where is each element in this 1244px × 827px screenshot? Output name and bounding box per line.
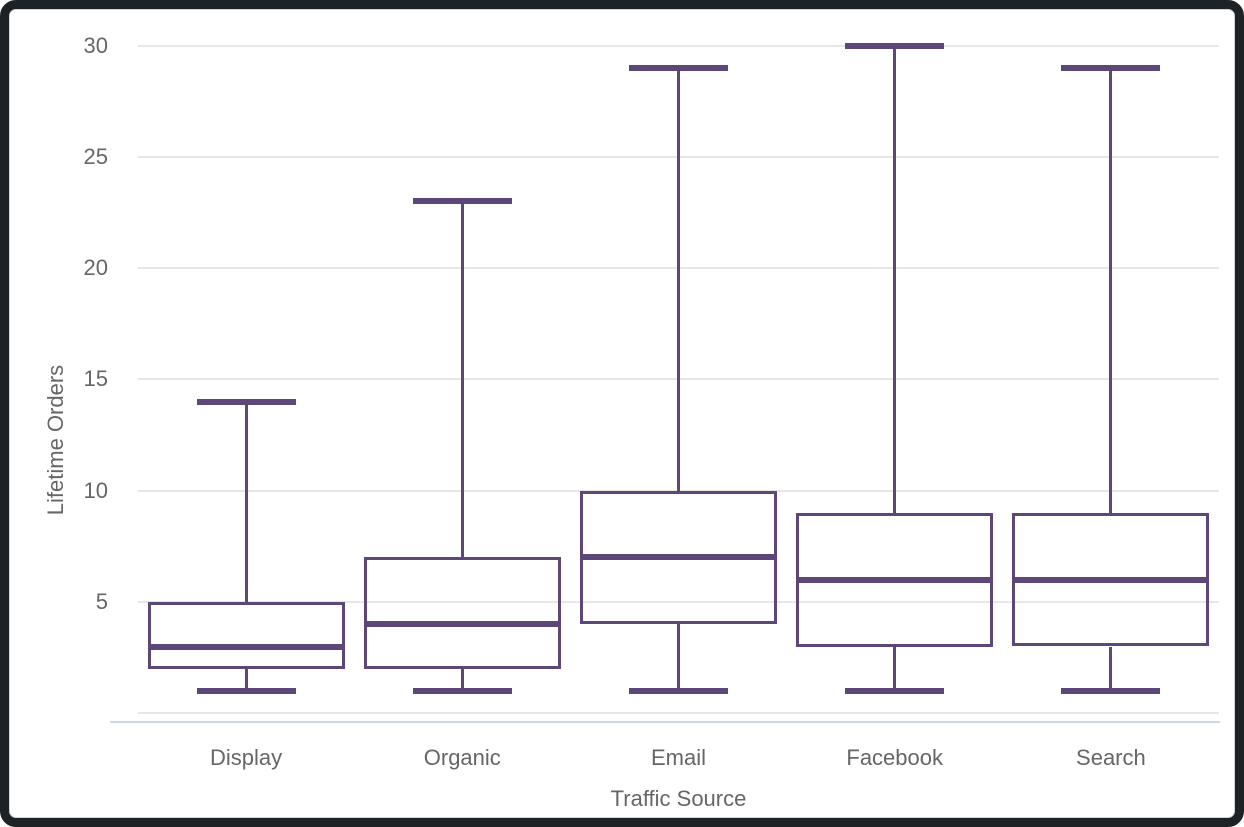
boxplot-facebook[interactable] — [796, 42, 994, 695]
y-tick-label: 10 — [83, 477, 108, 503]
whisker-min-stem — [460, 668, 464, 692]
y-gridline — [138, 44, 1219, 47]
category-label-display: Display — [210, 745, 283, 770]
y-tick-label: 30 — [83, 32, 108, 58]
whisker-min-cap — [629, 688, 728, 695]
y-gridline — [138, 712, 1219, 715]
whisker-min-stem — [244, 668, 248, 692]
whisker-max-stem — [244, 401, 248, 602]
whisker-min-stem — [893, 646, 897, 692]
whisker-max-stem — [1109, 67, 1113, 513]
median-line — [580, 554, 777, 561]
whisker-min-cap — [196, 688, 296, 695]
whisker-min-cap — [412, 688, 512, 695]
x-axis-title: Traffic Source — [610, 786, 747, 811]
whisker-min-cap — [1061, 688, 1161, 695]
iqr-box — [363, 557, 561, 669]
y-tick-label: 5 — [95, 589, 108, 614]
whisker-min-stem — [677, 624, 680, 692]
whisker-min-stem — [1109, 646, 1113, 692]
whisker-max-stem — [677, 67, 680, 491]
median-line — [796, 576, 994, 583]
median-line — [1012, 576, 1210, 583]
category-label-organic: Organic — [423, 745, 501, 770]
boxplot-email[interactable] — [580, 64, 777, 695]
iqr-box — [147, 601, 345, 669]
y-gridline — [138, 601, 1219, 603]
boxplot-display[interactable] — [147, 398, 345, 695]
whisker-min-cap — [845, 688, 945, 695]
whisker-max-stem — [460, 201, 464, 558]
whisker-max-stem — [893, 45, 897, 513]
y-tick-label: 15 — [83, 366, 108, 392]
median-line — [147, 643, 345, 650]
category-label-search: Search — [1076, 745, 1146, 770]
boxplot-organic[interactable] — [363, 198, 561, 695]
y-tick-label: 20 — [83, 255, 108, 281]
x-axis-line — [110, 721, 1220, 723]
category-label-facebook: Facebook — [846, 745, 943, 770]
y-tick-label: 25 — [83, 143, 108, 169]
boxplot-search[interactable] — [1012, 64, 1210, 695]
category-label-email: Email — [650, 745, 706, 770]
median-line — [363, 621, 561, 628]
